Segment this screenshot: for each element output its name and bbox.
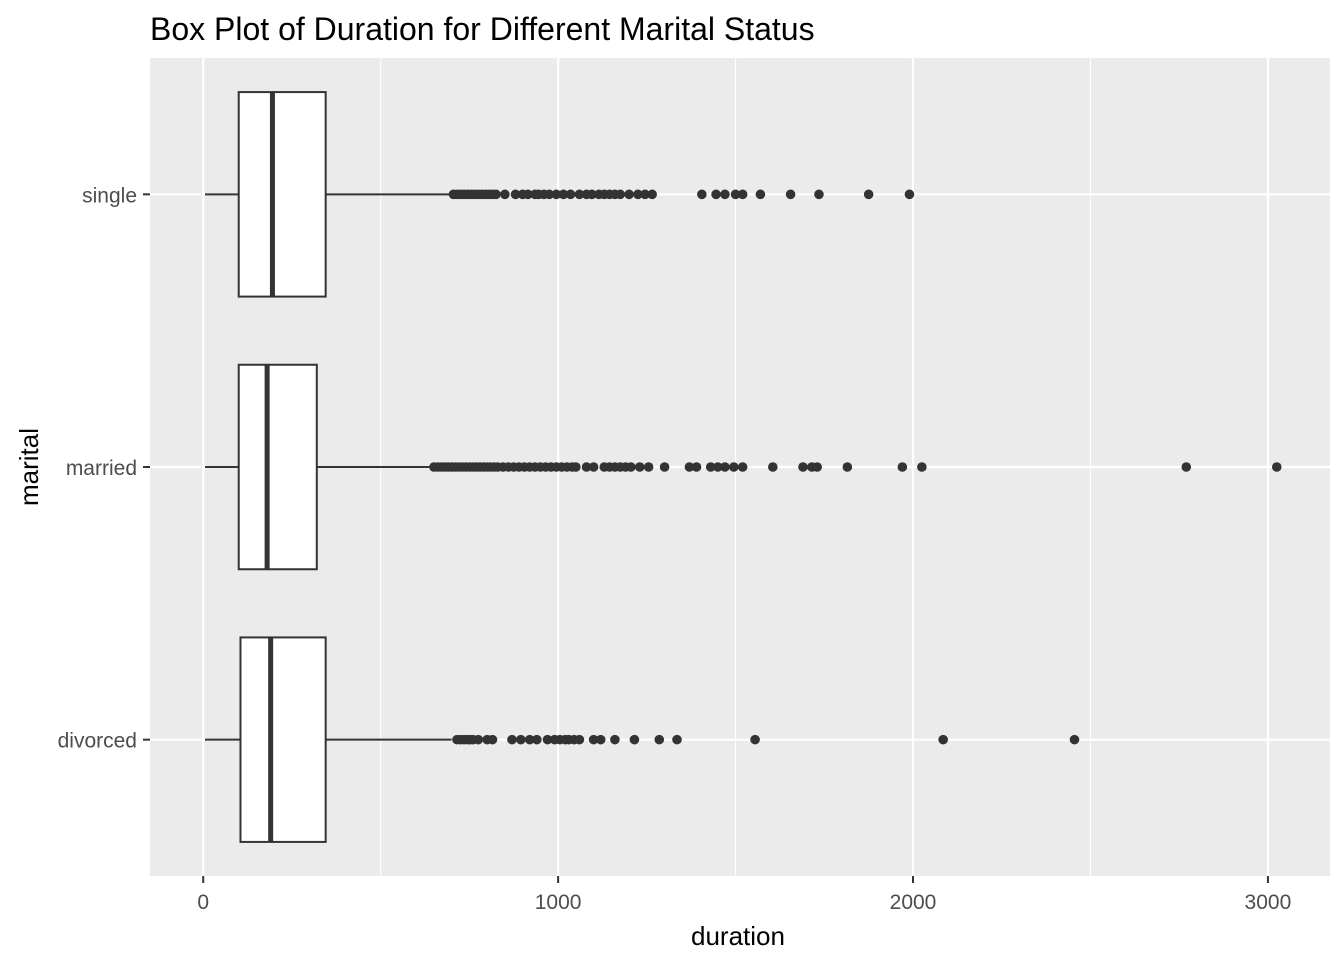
outlier-point: [691, 462, 702, 472]
outlier-point: [510, 189, 521, 200]
outlier-point: [737, 189, 748, 200]
outlier-point: [624, 189, 634, 200]
outlier-point: [500, 189, 510, 200]
outlier-point: [1271, 462, 1282, 472]
outlier-point: [558, 189, 569, 200]
y-tick-label: single: [82, 184, 137, 207]
outlier-point: [523, 189, 533, 200]
outlier-point: [798, 462, 808, 472]
outlier-point: [720, 189, 730, 200]
outlier-point: [659, 462, 670, 472]
outlier-point: [917, 462, 927, 472]
y-tick-label: divorced: [58, 730, 137, 753]
outlier-point: [565, 189, 576, 200]
y-tick-label: married: [66, 457, 137, 480]
outlier-point: [728, 462, 739, 472]
outlier-point: [812, 462, 822, 472]
outlier-point: [588, 734, 599, 745]
iqr-box: [237, 363, 318, 571]
outlier-point: [571, 462, 581, 472]
outlier-point: [551, 189, 562, 200]
chart-title: Box Plot of Duration for Different Marit…: [150, 11, 815, 47]
iqr-box: [237, 91, 327, 298]
outlier-point: [814, 189, 824, 200]
outlier-point: [487, 734, 498, 745]
outlier-point: [684, 462, 695, 472]
outlier-point: [785, 189, 796, 200]
box-plot-series: [205, 91, 1282, 843]
outlier-point: [640, 189, 650, 200]
y-axis-title: marital: [14, 428, 44, 506]
outlier-point: [507, 734, 517, 745]
box-single: [205, 91, 915, 298]
outlier-point: [697, 189, 707, 200]
outlier-point: [842, 462, 853, 472]
outlier-point: [768, 462, 778, 472]
x-tick-label: 2000: [890, 891, 937, 914]
box-married: [205, 363, 1282, 571]
outlier-point: [615, 189, 626, 200]
outlier-point: [720, 462, 730, 472]
outlier-point: [633, 189, 643, 200]
outlier-point: [711, 189, 721, 200]
outlier-point: [713, 462, 723, 472]
outlier-point: [672, 734, 682, 745]
outlier-point: [938, 734, 948, 745]
outlier-point: [574, 189, 585, 200]
outlier-point: [581, 462, 592, 472]
axis-ticks: 0 1000 2000 3000 divorced married single: [58, 184, 1292, 914]
outlier-point: [542, 734, 553, 745]
outlier-point: [524, 734, 535, 745]
box-divorced: [205, 636, 1080, 843]
outlier-point: [544, 189, 555, 200]
outlier-point: [516, 734, 526, 745]
outlier-point: [647, 189, 657, 200]
outlier-point: [904, 189, 915, 200]
outlier-point: [755, 189, 766, 200]
outlier-point: [595, 734, 606, 745]
outlier-point: [897, 462, 908, 472]
outlier-point: [491, 189, 501, 200]
outlier-point: [587, 189, 597, 200]
outlier-point: [1181, 462, 1192, 472]
outlier-point: [626, 462, 636, 472]
outlier-point: [588, 462, 599, 472]
outlier-point: [610, 734, 620, 745]
outlier-point: [643, 462, 654, 472]
outlier-point: [473, 734, 484, 745]
outlier-point: [629, 734, 640, 745]
outlier-point: [863, 189, 874, 200]
x-tick-label: 1000: [535, 891, 582, 914]
outlier-point: [574, 734, 585, 745]
outlier-point: [1069, 734, 1080, 745]
x-axis-title: duration: [691, 921, 785, 951]
x-tick-label: 3000: [1245, 891, 1292, 914]
outlier-point: [532, 734, 542, 745]
outlier-point: [705, 462, 716, 472]
outlier-point: [750, 734, 760, 745]
outlier-point: [737, 462, 748, 472]
x-tick-label: 0: [197, 891, 209, 914]
iqr-box: [239, 636, 327, 843]
outlier-point: [634, 462, 645, 472]
outlier-point: [654, 734, 665, 745]
outlier-point: [730, 189, 741, 200]
